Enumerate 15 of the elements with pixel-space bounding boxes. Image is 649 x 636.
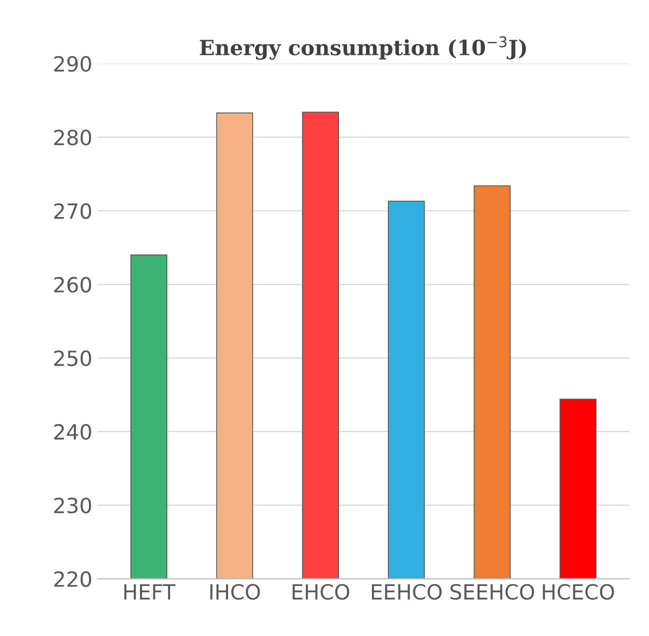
y-tick-label: 260 — [54, 276, 92, 293]
y-tick-label: 220 — [54, 571, 92, 587]
y-tick-label: 240 — [54, 424, 92, 440]
x-tick-label: IHCO — [210, 584, 260, 600]
chart-title: Energy consumption (10$^{−3}$J) — [200, 36, 526, 60]
x-tick-label: HCECO — [542, 584, 614, 600]
x-tick-label: EHCO — [292, 584, 350, 600]
y-tick-label: 280 — [54, 130, 92, 146]
y-tick-label: 250 — [54, 350, 92, 366]
y-tick-label: 290 — [54, 56, 92, 72]
y-tick-label: 230 — [54, 498, 92, 514]
x-tick-label: SEEHCO — [450, 584, 534, 600]
y-tick-label: 270 — [54, 203, 92, 219]
x-tick-label: EEHCO — [372, 584, 442, 600]
x-tick-label: HEFT — [124, 584, 176, 600]
